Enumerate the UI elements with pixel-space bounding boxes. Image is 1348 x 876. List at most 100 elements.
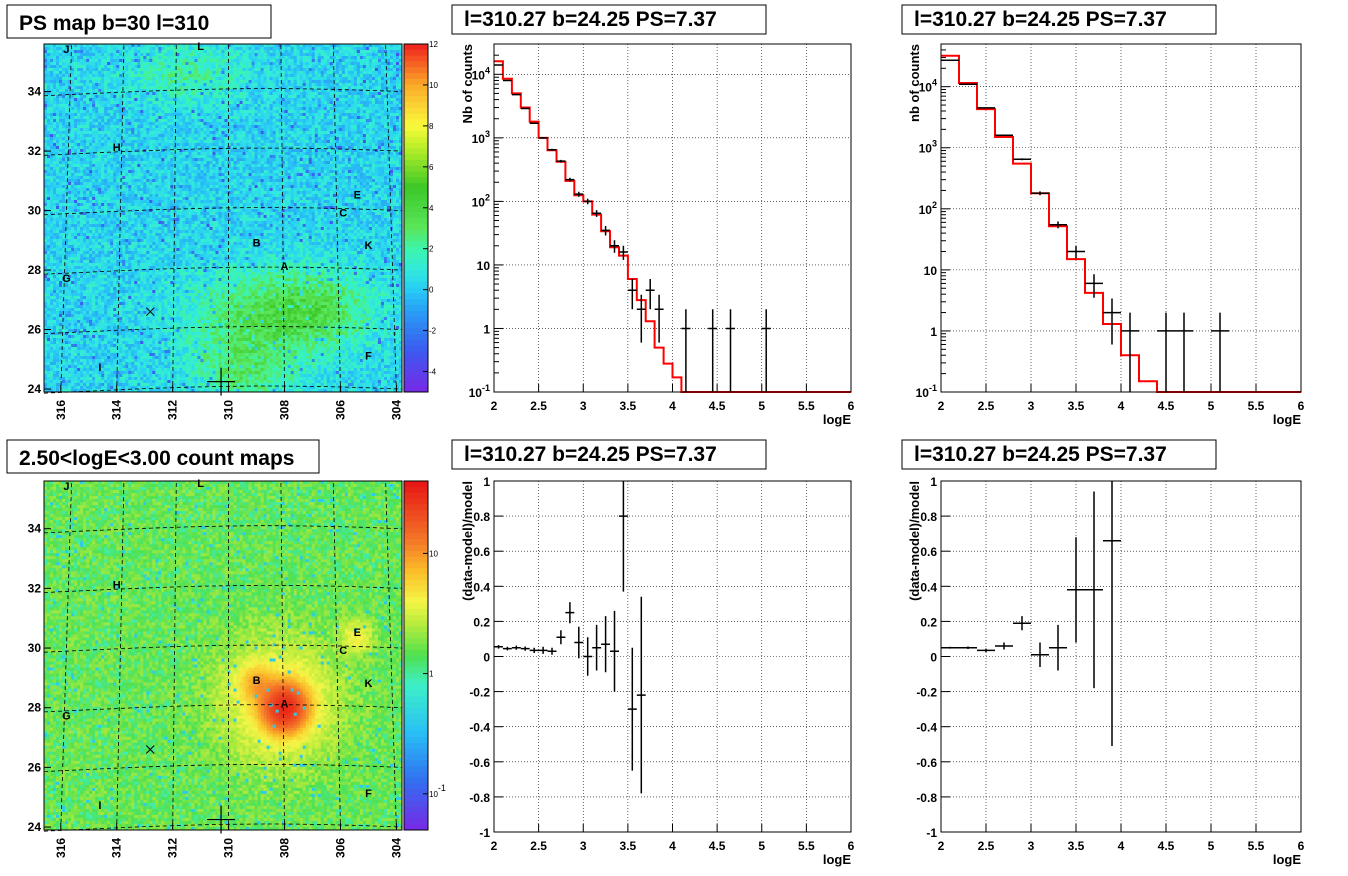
ps-map-cell xyxy=(101,83,105,87)
ps-map-cell xyxy=(92,122,96,126)
ps-map-cell xyxy=(347,62,352,66)
ps-map-cell xyxy=(317,83,322,87)
ps-map-cell xyxy=(230,68,234,72)
ps-map-cell xyxy=(374,110,379,114)
ps-map-cell xyxy=(194,83,198,87)
ps-map-cell xyxy=(185,140,189,144)
ps-map-cell xyxy=(89,161,93,165)
ps-map-cell xyxy=(317,167,322,171)
ps-map-cell xyxy=(143,95,147,99)
ps-map-cell xyxy=(248,47,252,51)
ps-map-cell xyxy=(59,110,63,114)
ps-map-cell xyxy=(263,143,267,147)
ps-map-cell xyxy=(191,74,195,78)
ps-map-cell xyxy=(224,68,228,72)
ps-map-cell xyxy=(359,65,364,69)
ps-map-cell xyxy=(74,71,78,75)
ps-map-cell xyxy=(161,113,165,117)
ps-map-cell xyxy=(182,86,186,90)
ps-map-cell xyxy=(317,164,322,168)
ps-map-cell xyxy=(275,80,279,84)
ps-map-cell xyxy=(56,62,60,66)
ps-map-cell xyxy=(341,146,346,150)
ps-map-cell xyxy=(320,83,325,87)
ps-map-cell xyxy=(293,56,298,60)
ps-map-cell xyxy=(386,44,391,48)
ps-map-cell xyxy=(317,44,322,48)
ps-map-cell xyxy=(233,77,237,81)
ps-map-cell xyxy=(278,146,282,150)
ps-map-cell xyxy=(272,119,276,123)
ps-map-cell xyxy=(185,167,189,171)
ps-map-cell xyxy=(188,50,192,54)
ps-map-cell xyxy=(299,143,304,147)
ps-map-cell xyxy=(221,167,225,171)
ps-map-cell xyxy=(290,80,294,84)
ps-map-cell xyxy=(209,68,213,72)
ps-map-cell xyxy=(98,140,102,144)
ps-map-cell xyxy=(245,107,249,111)
ps-map-cell xyxy=(362,140,367,144)
ps-map-cell xyxy=(158,86,162,90)
ps-map-cell xyxy=(125,101,129,105)
ps-map-cell xyxy=(218,65,222,69)
ps-map-cell xyxy=(200,155,204,159)
ps-map-cell xyxy=(80,95,84,99)
ps-map-cell xyxy=(86,68,90,72)
ps-map-cell xyxy=(134,101,138,105)
ps-map-cell xyxy=(104,134,108,138)
ps-map-cell xyxy=(191,80,195,84)
ps-map-cell xyxy=(101,56,105,60)
ps-map-cell xyxy=(191,44,195,48)
ps-map-cell xyxy=(92,137,96,141)
ps-map-cell xyxy=(365,50,370,54)
ps-map-cell xyxy=(278,59,282,63)
ps-map-cell xyxy=(266,152,270,156)
ps-map-cell xyxy=(134,89,138,93)
ps-map-cell xyxy=(284,80,288,84)
ps-map-cell xyxy=(119,80,123,84)
ps-map-cell xyxy=(314,116,319,120)
ps-map-cell xyxy=(275,158,279,162)
ps-map-cell xyxy=(71,140,75,144)
ps-map-cell xyxy=(122,122,126,126)
ps-map-cell xyxy=(110,92,114,96)
ps-map-cell xyxy=(140,56,144,60)
ps-map-cell xyxy=(239,143,243,147)
ps-map-cell xyxy=(131,47,135,51)
ps-map-cell xyxy=(122,104,126,108)
ps-map-cell xyxy=(269,44,273,48)
ps-map-cell xyxy=(65,44,69,48)
ps-map-cell xyxy=(68,119,72,123)
ps-map-cell xyxy=(296,62,301,66)
ps-map-cell xyxy=(44,89,48,93)
ps-map-cell xyxy=(347,131,352,135)
ps-map-cell xyxy=(263,74,267,78)
ps-map-cell xyxy=(140,53,144,57)
ps-map-cell xyxy=(116,65,120,69)
ps-map-cell xyxy=(221,149,225,153)
ps-map-cell xyxy=(68,137,72,141)
ps-map-cell xyxy=(278,89,282,93)
ps-map-cell xyxy=(104,164,108,168)
ps-map-cell xyxy=(254,62,258,66)
ps-map-cell xyxy=(218,131,222,135)
ps-map-cell xyxy=(155,59,159,63)
ps-map-cell xyxy=(149,128,153,132)
ps-map-cell xyxy=(227,122,231,126)
ps-map-cell xyxy=(233,155,237,159)
ps-map-cell xyxy=(203,77,207,81)
ps-map-cell xyxy=(266,86,270,90)
ps-map-cell xyxy=(272,167,276,171)
ps-map-cell xyxy=(194,155,198,159)
ps-map-cell xyxy=(131,164,135,168)
ps-map-cell xyxy=(308,95,313,99)
ps-map-cell xyxy=(167,65,171,69)
ps-map-cell xyxy=(185,113,189,117)
ps-map-cell xyxy=(146,128,150,132)
ps-map-cell xyxy=(62,68,66,72)
ps-map-cell xyxy=(203,128,207,132)
ps-map-cell xyxy=(137,44,141,48)
ps-map-cell xyxy=(329,116,334,120)
ps-map-cell xyxy=(332,128,337,132)
